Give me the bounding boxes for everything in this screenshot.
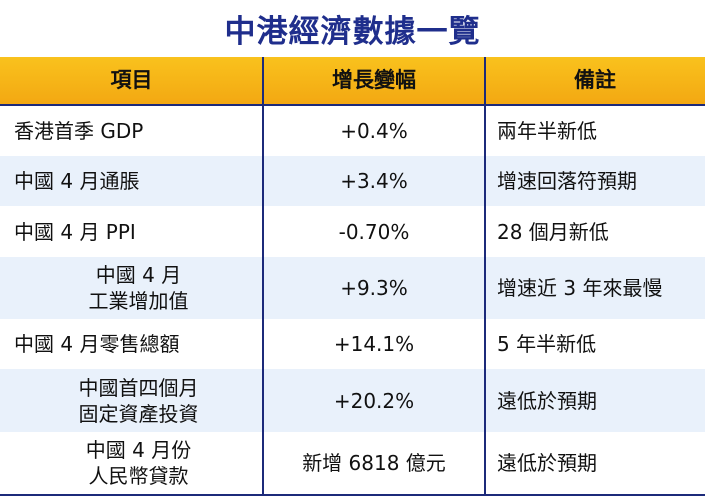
header-divider — [0, 104, 705, 106]
row-change: 新增 6818 億元 — [302, 451, 446, 475]
table-row: 中國 4 月 工業增加值 +9.3% 增速近 3 年來最慢 — [0, 257, 705, 319]
row-item-line: 中國 4 月份 — [85, 438, 192, 462]
table-row: 中國 4 月份 人民幣貸款 新增 6818 億元 遠低於預期 — [0, 432, 705, 494]
row-change: +14.1% — [333, 332, 415, 356]
column-divider — [262, 57, 264, 496]
row-item-line: 中國 4 月 — [95, 263, 182, 287]
row-item-line: 固定資產投資 — [78, 401, 199, 426]
data-table: 項目 增長變幅 備註 香港首季 GDP +0.4% 兩年半新低 中國 4 月通脹… — [0, 57, 705, 496]
title-bar: 中港經濟數據一覽 — [0, 0, 705, 57]
column-divider — [484, 57, 486, 496]
row-change: +9.3% — [340, 276, 408, 300]
page-title: 中港經濟數據一覽 — [224, 14, 481, 50]
row-note: 28 個月新低 — [497, 219, 609, 244]
row-item: 香港首季 GDP — [14, 119, 144, 143]
row-item-line: 人民幣貸款 — [88, 464, 189, 488]
table-row: 香港首季 GDP +0.4% 兩年半新低 — [0, 106, 705, 156]
header-item: 項目 — [110, 67, 153, 92]
row-change: -0.70% — [338, 219, 410, 244]
row-item: 中國首四個月 固定資產投資 — [0, 369, 263, 432]
table-header: 項目 增長變幅 備註 — [0, 57, 705, 104]
header-change: 增長變幅 — [332, 67, 416, 92]
row-note: 5 年半新低 — [497, 332, 597, 356]
row-note: 遠低於預期 — [497, 451, 597, 475]
header-note: 備註 — [574, 67, 616, 92]
row-note: 增速回落符預期 — [497, 169, 637, 193]
row-item: 中國 4 月零售總額 — [14, 332, 180, 356]
table-row: 中國 4 月 PPI -0.70% 28 個月新低 — [0, 206, 705, 257]
table-row: 中國 4 月零售總額 +14.1% 5 年半新低 — [0, 319, 705, 369]
table-row: 中國 4 月通脹 +3.4% 增速回落符預期 — [0, 156, 705, 206]
row-change: +3.4% — [340, 169, 408, 193]
row-item: 中國 4 月份 人民幣貸款 — [0, 432, 263, 494]
row-note: 增速近 3 年來最慢 — [497, 276, 663, 300]
row-item: 中國 4 月 PPI — [14, 219, 136, 244]
row-item: 中國 4 月通脹 — [14, 169, 140, 193]
row-item-line: 中國首四個月 — [78, 375, 199, 400]
table-row: 中國首四個月 固定資產投資 +20.2% 遠低於預期 — [0, 369, 705, 432]
row-note: 遠低於預期 — [497, 388, 597, 413]
row-change: +20.2% — [333, 388, 415, 413]
table-bottom-rule — [0, 494, 705, 496]
row-note: 兩年半新低 — [497, 119, 597, 143]
row-item-line: 工業增加值 — [88, 289, 189, 313]
row-change: +0.4% — [340, 119, 408, 143]
row-item: 中國 4 月 工業增加值 — [0, 257, 263, 319]
